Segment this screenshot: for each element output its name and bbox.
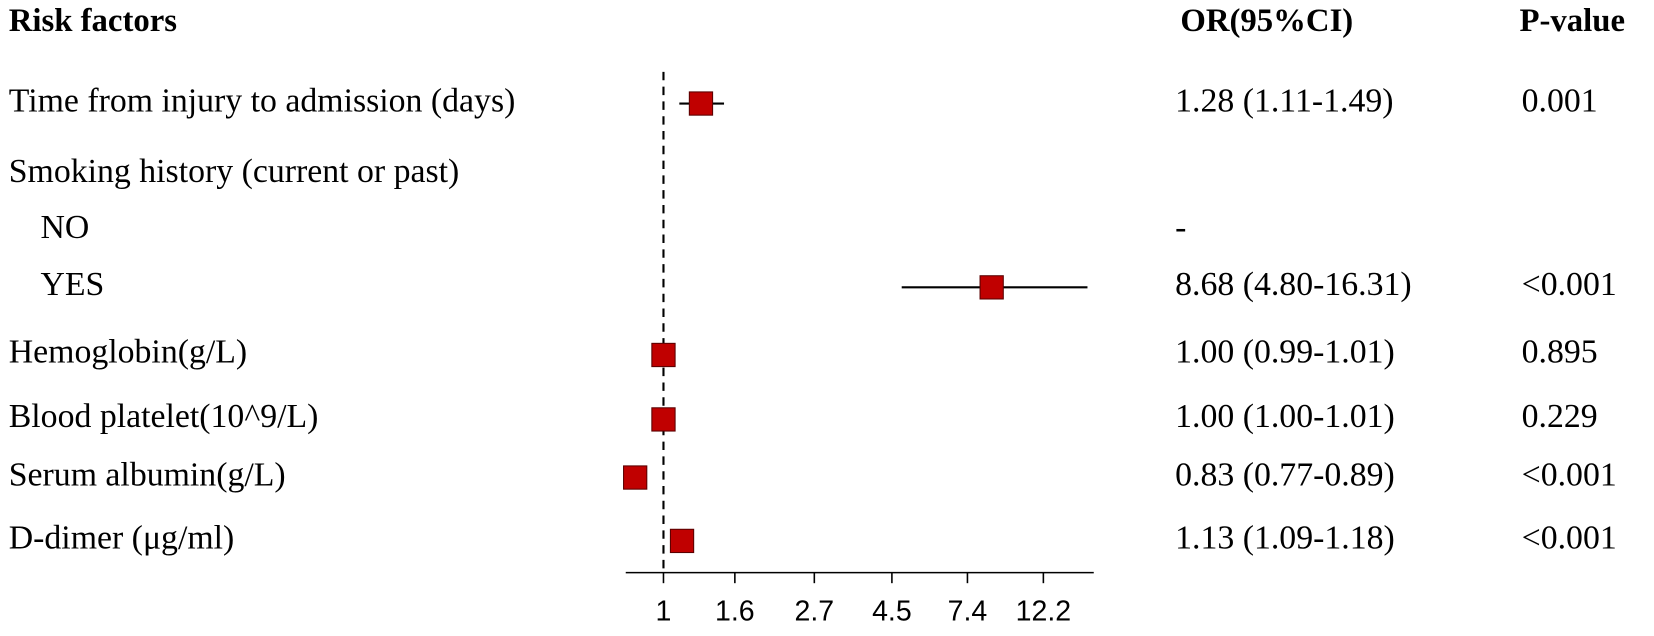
p-value: <0.001	[1522, 266, 1617, 303]
column-header: OR(95%CI)	[1180, 3, 1353, 39]
or-text: -	[1175, 209, 1186, 246]
x-tick-label: 4.5	[872, 595, 912, 627]
x-tick-label: 1.6	[715, 595, 755, 627]
row-label: Blood platelet(10^9/L)	[9, 398, 319, 435]
row-label: Hemoglobin(g/L)	[9, 334, 247, 371]
p-value: 0.895	[1522, 334, 1598, 371]
or-marker	[651, 342, 676, 368]
or-marker	[623, 465, 648, 490]
or-marker	[669, 528, 695, 554]
x-tick-label: 2.7	[794, 595, 834, 627]
p-value: <0.001	[1522, 456, 1617, 493]
row-label: YES	[40, 266, 104, 303]
or-marker	[688, 91, 714, 116]
row-label: Time from injury to admission (days)	[9, 82, 516, 119]
or-text: 1.00 (0.99-1.01)	[1175, 334, 1395, 371]
column-header: P-value	[1520, 3, 1626, 39]
or-text: 0.83 (0.77-0.89)	[1175, 456, 1395, 493]
column-header: Risk factors	[9, 3, 177, 39]
or-text: 8.68 (4.80-16.31)	[1175, 266, 1412, 303]
x-tick-label: 7.4	[948, 595, 988, 627]
p-value: 0.001	[1522, 82, 1598, 119]
or-text: 1.13 (1.09-1.18)	[1175, 520, 1395, 557]
or-marker	[651, 407, 676, 432]
p-value: <0.001	[1522, 520, 1617, 557]
x-tick-label: 1	[656, 595, 672, 627]
row-label: NO	[40, 209, 89, 246]
row-label: D-dimer (μg/ml)	[9, 520, 235, 557]
or-text: 1.28 (1.11-1.49)	[1175, 82, 1393, 119]
row-label: Smoking history (current or past)	[9, 153, 460, 190]
or-text: 1.00 (1.00-1.01)	[1175, 398, 1395, 435]
p-value: 0.229	[1522, 398, 1598, 435]
or-marker	[979, 275, 1004, 300]
x-tick-label: 12.2	[1016, 595, 1072, 627]
row-label: Serum albumin(g/L)	[9, 456, 286, 493]
